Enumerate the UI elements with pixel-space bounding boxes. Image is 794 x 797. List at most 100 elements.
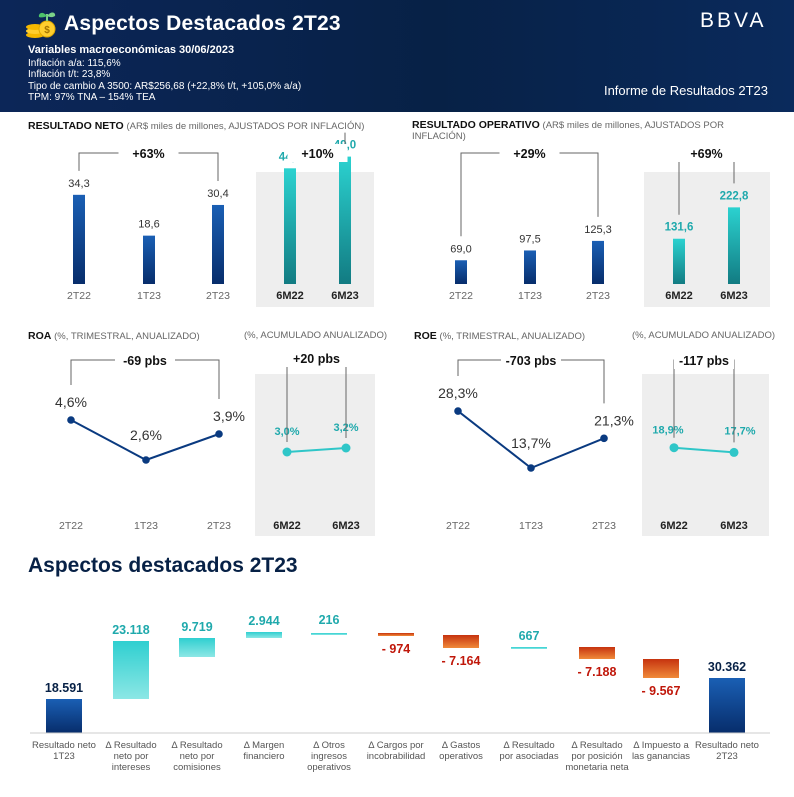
roa-tick-label: 1T23 xyxy=(134,520,158,532)
roa-cumulative-line xyxy=(286,447,347,453)
macro-line: Inflación a/a: 115,6% xyxy=(28,58,121,70)
svg-text:$: $ xyxy=(44,25,50,36)
ro-cumulative-tick-label: 6M22 xyxy=(665,290,693,302)
waterfall-category-label: operativos xyxy=(439,751,483,762)
roa-cumulative-tick-label: 6M23 xyxy=(332,520,360,532)
waterfall-value: - 7.164 xyxy=(442,654,481,668)
highlights-title: Aspectos destacados 2T23 xyxy=(28,554,298,577)
roa-point xyxy=(67,416,75,424)
ro-bar-value: 97,5 xyxy=(519,233,540,245)
ro-cumulative-value: 131,6 xyxy=(665,222,694,234)
waterfall-category-label: Δ Resultado xyxy=(171,740,222,751)
waterfall-bar xyxy=(46,699,82,733)
ro-cumulative-bar xyxy=(728,207,740,284)
roa-cumulative-change-label: +20 pbs xyxy=(293,352,340,366)
waterfall-category-label: 2T23 xyxy=(716,751,738,762)
rn-tick-label: 2T22 xyxy=(67,290,91,302)
ro-cumulative-change-label: +69% xyxy=(690,147,722,161)
waterfall-value: - 9.567 xyxy=(642,684,681,698)
roa-tick-label: 2T23 xyxy=(207,520,231,532)
waterfall-category-label: intereses xyxy=(112,762,151,773)
roa-title: ROA xyxy=(28,330,52,342)
roa-cumulative-tick-label: 6M22 xyxy=(273,520,301,532)
waterfall-category-label: financiero xyxy=(243,751,284,762)
rn-cumulative-label-bg xyxy=(287,144,348,162)
rn-bar-value: 18,6 xyxy=(138,219,159,231)
ro-unit-cont: INFLACIÓN) xyxy=(412,131,466,142)
waterfall-value: 2.944 xyxy=(248,614,279,628)
roa-acc-unit: (%, ACUMULADO ANUALIZADO) xyxy=(244,330,388,341)
waterfall-category-label: Δ Gastos xyxy=(442,740,481,751)
roa-cumulative-label-bg xyxy=(286,349,347,367)
roe-acc-unit: (%, ACUMULADO ANUALIZADO) xyxy=(632,330,776,341)
waterfall-bar xyxy=(511,647,547,649)
waterfall-bar xyxy=(443,635,479,648)
waterfall-value: 216 xyxy=(319,613,340,627)
rn-section-label: RESULTADO NETO (AR$ miles de millones, A… xyxy=(28,120,364,132)
waterfall-value: 9.719 xyxy=(181,620,212,634)
roa-point xyxy=(215,430,223,438)
ro-bar xyxy=(592,240,604,284)
page-title: Aspectos Destacados 2T23 xyxy=(64,12,341,35)
waterfall-category-label: Δ Resultado xyxy=(503,740,554,751)
roe-point-label: 28,3% xyxy=(438,385,478,401)
report-label: Informe de Resultados 2T23 xyxy=(603,83,768,98)
waterfall-category-label: por asociadas xyxy=(499,751,558,762)
rn-cumulative-tick-label: 6M22 xyxy=(276,290,304,302)
roe-cumulative-change-label: -117 pbs xyxy=(679,354,729,368)
roa-section-label: ROA (%, TRIMESTRAL, ANUALIZADO) xyxy=(28,330,200,342)
roa-tick-label: 2T22 xyxy=(59,520,83,532)
waterfall-category-label: Δ Margen xyxy=(244,740,285,751)
roe-quarterly-label-bg xyxy=(501,351,561,369)
waterfall-bar xyxy=(246,632,282,638)
roe-tick-label: 2T22 xyxy=(446,520,470,532)
macro-subtitle: Variables macroeconómicas 30/06/2023 xyxy=(28,44,235,56)
rn-quarterly-change-label: +63% xyxy=(132,147,164,161)
waterfall-category-label: monetaria neta xyxy=(565,762,629,773)
ro-tick-label: 2T23 xyxy=(586,290,610,302)
roa-point-label: 4,6% xyxy=(55,394,87,410)
ro-cumulative-tick-label: 6M23 xyxy=(720,290,748,302)
waterfall-bar xyxy=(179,638,215,657)
waterfall-value: - 7.188 xyxy=(578,665,617,679)
ro-quarterly-label-bg xyxy=(499,144,560,162)
roe-cumulative-label: 17,7% xyxy=(724,425,755,437)
rn-tick-label: 1T23 xyxy=(137,290,161,302)
waterfall-category-label: ingresos xyxy=(311,751,347,762)
roe-point xyxy=(600,434,608,443)
waterfall-bar xyxy=(709,678,745,733)
roa-cumulative-point xyxy=(341,443,351,453)
waterfall-category-label: Δ Cargos por xyxy=(368,740,423,751)
ro-tick-label: 2T22 xyxy=(449,290,473,302)
rn-title: RESULTADO NETO xyxy=(28,120,124,132)
roe-cumulative-tick-label: 6M23 xyxy=(720,520,748,532)
ro-cumulative-panel xyxy=(644,172,770,307)
roa-point-label: 2,6% xyxy=(130,427,162,443)
rn-cumulative-panel xyxy=(256,172,374,307)
waterfall-category-label: por posición xyxy=(571,751,622,762)
roa-unit: (%, TRIMESTRAL, ANUALIZADO) xyxy=(54,331,200,342)
rn-bar-value: 34,3 xyxy=(68,178,89,190)
roe-title: ROE xyxy=(414,330,437,342)
rn-unit: (AR$ miles de millones, AJUSTADOS POR IN… xyxy=(126,121,365,132)
rn-bar xyxy=(143,235,155,284)
waterfall-bar xyxy=(579,647,615,659)
roe-cumulative-line xyxy=(673,446,735,454)
waterfall-category-label: Δ Resultado xyxy=(105,740,156,751)
roe-unit: (%, TRIMESTRAL, ANUALIZADO) xyxy=(439,331,586,342)
roe-tick-label: 2T23 xyxy=(592,520,616,532)
rn-bar-value: 30,4 xyxy=(207,188,228,200)
ro-quarterly-bracket xyxy=(460,152,599,237)
roa-acc-label: (%, ACUMULADO ANUALIZADO) xyxy=(244,330,387,341)
roa-quarterly-label-bg xyxy=(115,351,175,369)
roe-tick-label: 1T23 xyxy=(519,520,543,532)
waterfall-value: - 974 xyxy=(382,642,411,656)
roe-point-label: 21,3% xyxy=(594,412,634,428)
roe-cumulative-tick-label: 6M22 xyxy=(660,520,688,532)
ro-unit: (AR$ miles de millones, AJUSTADOS POR xyxy=(542,120,724,131)
waterfall-category-label: neto por xyxy=(114,751,149,762)
ro-quarterly-change-label: +29% xyxy=(513,147,545,161)
waterfall-value: 18.591 xyxy=(45,681,83,695)
roe-cumulative-point xyxy=(729,447,739,457)
